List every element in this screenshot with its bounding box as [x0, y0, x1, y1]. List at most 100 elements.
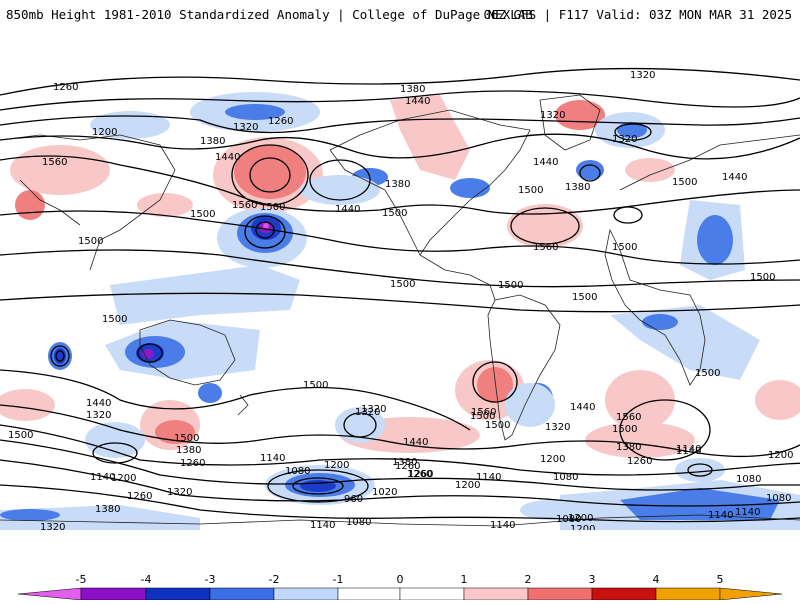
colorbar-tick-label: 2 — [525, 573, 532, 586]
contour-label: 1260 — [407, 469, 432, 480]
contour-label: 1500 — [672, 177, 697, 188]
contour-label: 1200 — [455, 480, 480, 491]
map-panel[interactable]: 1260 1200 1320 1260 1380 1440 1380 1440 … — [0, 40, 800, 530]
colorbar-tick-label: -5 — [76, 573, 87, 586]
colorbar-tick-label: 1 — [461, 573, 468, 586]
anomaly-shading — [0, 92, 800, 530]
colorbar-tick-label: -3 — [205, 573, 216, 586]
colorbar-tick-label: 4 — [653, 573, 660, 586]
contour-label: 1500 — [8, 430, 33, 441]
colorbar-swatch — [399, 587, 465, 601]
contour-label: 1560 — [232, 200, 257, 211]
contour-label: 1140 — [90, 472, 115, 483]
contour-label: 1500 — [102, 314, 127, 325]
colorbar-swatch — [337, 587, 401, 601]
colorbar-swatch — [273, 587, 339, 601]
contour-label: 1440 — [403, 437, 428, 448]
colorbar-tick-label: -1 — [333, 573, 344, 586]
contour-label: 1320 — [86, 410, 111, 421]
contour-label: 1080 — [553, 472, 578, 483]
contour-label: 1500 — [174, 433, 199, 444]
contour-label: 1380 — [565, 182, 590, 193]
contour-label: 1200 — [92, 127, 117, 138]
contour-label: 1380 — [95, 504, 120, 515]
map-canvas[interactable]: 1260 1200 1320 1260 1380 1440 1380 1440 … — [0, 40, 800, 530]
colorbar-swatch — [145, 587, 211, 601]
contour-label: 1560 — [471, 407, 496, 418]
contour-label: 1500 — [303, 380, 328, 391]
contour-label: 1380 — [200, 136, 225, 147]
contour-label: 1560 — [42, 157, 67, 168]
header: 850mb Height 1981-2010 Standardized Anom… — [0, 0, 800, 28]
contour-label: 1320 — [540, 110, 565, 121]
contour-label: 1560 — [533, 242, 558, 253]
contour-label: 1500 — [518, 185, 543, 196]
contour-label: 1260 — [627, 456, 652, 467]
contour-label: 1260 — [268, 116, 293, 127]
contour-label: 1020 — [372, 487, 397, 498]
contour-label: 960 — [344, 494, 363, 505]
contour-label: 1440 — [215, 152, 240, 163]
contour-label: 1500 — [612, 424, 637, 435]
contour-label: 1140 — [676, 446, 701, 457]
contour-label: 1200 — [270, 529, 295, 530]
coastlines — [0, 94, 800, 527]
colorbar-swatch — [209, 587, 275, 601]
contour-label: 1200 — [111, 473, 136, 484]
contour-label: 1140 — [260, 453, 285, 464]
contour-label: 1260 — [395, 461, 420, 472]
contour-label: 1500 — [78, 236, 103, 247]
contour-label: 1500 — [572, 292, 597, 303]
colorbar-swatch — [719, 587, 783, 601]
contour-label: 1200 — [324, 460, 349, 471]
contour-label: 1320 — [630, 70, 655, 81]
contour-label: 1080 — [766, 493, 791, 504]
contour-label: 1080 — [285, 466, 310, 477]
contour-label: 1140 — [476, 472, 501, 483]
colorbar-tick-label: 3 — [589, 573, 596, 586]
contour-label: 1140 — [310, 520, 335, 530]
colorbar-tick-label: -2 — [269, 573, 280, 586]
contour-label: 1380 — [616, 442, 641, 453]
contour-label: 1140 — [676, 444, 701, 455]
contour-label: 1500 — [260, 202, 285, 213]
contour-label: 1440 — [533, 157, 558, 168]
contour-label: 1200 — [568, 513, 593, 524]
colorbar-tick-label: 0 — [397, 573, 404, 586]
contour-label: 1140 — [490, 520, 515, 530]
contour-label: 1260 — [180, 458, 205, 469]
map-title: 850mb Height 1981-2010 Standardized Anom… — [6, 7, 533, 22]
contour-label: 1140 — [735, 507, 760, 518]
contour-label: 1500 — [470, 411, 495, 422]
contour-label: 1500 — [498, 280, 523, 291]
contour-label: 1260 — [53, 82, 78, 93]
contour-label: 1500 — [750, 272, 775, 283]
height-contours — [0, 67, 800, 523]
contour-label: 1320 — [40, 522, 65, 530]
colorbar-swatch — [463, 587, 529, 601]
contour-label: 1380 — [392, 457, 417, 468]
contour-label: 1500 — [485, 420, 510, 431]
contour-label: 1440 — [722, 172, 747, 183]
colorbar-swatches — [17, 587, 783, 601]
contour-label: 1320 — [233, 122, 258, 133]
contour-label: 1500 — [612, 242, 637, 253]
colorbar-swatch — [80, 587, 147, 601]
contour-label: 1440 — [86, 398, 111, 409]
contour-label: 1500 — [695, 368, 720, 379]
colorbar-svg: -5 -4 -3 -2 -1 0 1 2 3 4 5 — [17, 573, 783, 601]
contour-label: 1260 — [127, 491, 152, 502]
run-info: 06Z GFS | F117 Valid: 03Z MON MAR 31 202… — [483, 7, 792, 22]
contour-label: 1440 — [335, 204, 360, 215]
colorbar-swatch — [527, 587, 593, 601]
contour-label: 1380 — [385, 179, 410, 190]
colorbar: -5 -4 -3 -2 -1 0 1 2 3 4 5 — [0, 570, 800, 601]
contour-label: 1320 — [355, 407, 380, 418]
contour-label: 1440 — [405, 96, 430, 107]
contour-label: 1320 — [361, 404, 386, 415]
contour-label: 1320 — [612, 134, 637, 145]
contour-label: 1200 — [540, 454, 565, 465]
contour-label: 1380 — [400, 84, 425, 95]
contour-label: 1260 — [408, 469, 433, 480]
contour-label: 1320 — [167, 487, 192, 498]
